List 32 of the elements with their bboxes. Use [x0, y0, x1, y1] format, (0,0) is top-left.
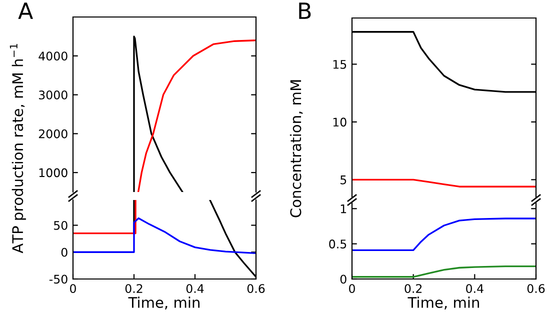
- y-tick-label: 0: [61, 248, 68, 257]
- y-axis-title: Concentration, mM: [290, 80, 303, 218]
- line-series: [137, 40, 256, 192]
- y-tick-label: 0: [340, 274, 346, 284]
- y-tick-label: 4000: [38, 52, 68, 61]
- x-tick-label: 0: [349, 284, 355, 293]
- x-axis-title: Time, min: [128, 296, 200, 310]
- y-tick-label: 1000: [39, 168, 68, 178]
- line-series: [133, 36, 184, 192]
- x-tick-label: 0.2: [125, 284, 142, 293]
- y-tick-label: 10: [333, 118, 346, 127]
- line-series: [352, 218, 536, 251]
- y-tick-label: 2000: [38, 129, 68, 138]
- x-tick-label: 0.2: [404, 284, 422, 293]
- y-tick-label: 50: [54, 220, 68, 230]
- y-tick-label: 5: [340, 176, 346, 184]
- x-tick-label: 0: [70, 284, 76, 293]
- y-tick-label: 15: [333, 60, 346, 69]
- y-axis-title: ATP production rate, mM h$^{−1}$: [10, 44, 26, 254]
- y-tick-label: -50: [49, 274, 68, 284]
- line-series: [73, 217, 256, 254]
- y-tick-label: 3000: [38, 90, 68, 100]
- chart-title: A: [18, 2, 34, 19]
- y-tick-label: 1: [340, 204, 346, 214]
- x-tick-label: 0.6: [247, 284, 265, 293]
- x-tick-label: 0.6: [527, 284, 545, 293]
- y-tick-label: 0.5: [329, 240, 346, 248]
- x-axis-title: Time, min: [408, 296, 479, 310]
- x-tick-label: 0.4: [186, 284, 204, 293]
- line-series: [352, 178, 536, 188]
- x-tick-label: 0.4: [466, 284, 484, 293]
- chart-title: B: [299, 2, 311, 19]
